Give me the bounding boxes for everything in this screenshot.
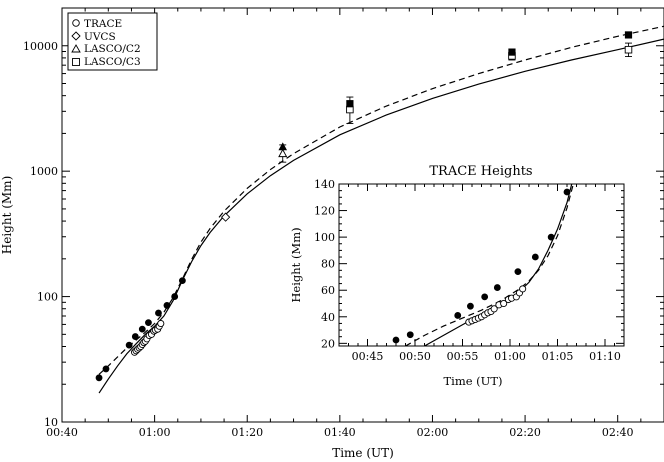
inset-y-tick-label: 40 <box>321 311 335 324</box>
main-filled-circle-point <box>102 365 110 373</box>
legend-box <box>67 12 158 71</box>
inset-y-tick-label: 80 <box>321 258 335 271</box>
main-open-square-point <box>624 45 633 54</box>
inset-filled-circle-point <box>563 188 571 196</box>
main-x-tick-label: 02:20 <box>509 426 541 439</box>
legend-diamond-marker <box>71 31 81 41</box>
inset-title: TRACE Heights <box>429 164 532 179</box>
main-y-tick-label: 10000 <box>23 40 58 53</box>
main-x-axis-label: Time (UT) <box>332 446 394 460</box>
inset-axis-ticks: 00:45 00:50 00:55 01:00 01:05 01:10 20 40 60 80 10… <box>314 178 624 363</box>
main-filled-circle-point <box>95 374 103 382</box>
inset-x-tick-label: 00:50 <box>399 350 431 363</box>
inset-filled-circle-point <box>467 302 474 310</box>
inset-filled-circle-point <box>454 312 462 319</box>
main-filled-circle-point <box>155 309 162 317</box>
legend-triangle-marker <box>71 44 81 53</box>
main-plot: 00:40 01:00 01:20 01:40 02:00 02:20 02:40 10 100… <box>0 7 664 460</box>
main-filled-circle-point <box>125 341 133 349</box>
inset-fit-curve-dashed <box>405 184 574 346</box>
inset-x-tick-label: 00:55 <box>447 350 479 363</box>
legend-item-lasco-c2: LASCO/C2 <box>71 43 141 55</box>
inset-open-circle-point <box>519 285 527 293</box>
legend-label-trace: TRACE <box>84 18 122 30</box>
main-y-axis-label: Height (Mm) <box>0 176 14 254</box>
inset-plot: 00:45 00:50 00:55 01:00 01:05 01:10 20 40 60 80 10… <box>289 164 656 388</box>
legend-circle-marker <box>72 19 80 27</box>
main-fit-curves <box>98 25 664 394</box>
main-filled-circle-point <box>178 277 186 285</box>
main-fit-curve-dashed <box>98 25 664 375</box>
legend-item-lasco-c3: LASCO/C3 <box>72 56 141 68</box>
inset-y-tick-label: 120 <box>314 205 335 218</box>
main-filled-circle-point <box>163 302 171 309</box>
inset-data-points <box>392 188 571 344</box>
main-data-points <box>95 31 633 382</box>
inset-background <box>306 182 656 362</box>
inset-x-tick-label: 01:10 <box>589 350 621 363</box>
inset-filled-circle-point <box>514 268 522 276</box>
main-x-tick-label: 01:20 <box>231 426 263 439</box>
legend-label-lasco-c3: LASCO/C3 <box>84 56 141 68</box>
inset-y-tick-label: 140 <box>314 178 335 191</box>
main-y-tick-label: 10 <box>44 416 58 429</box>
main-filled-square-point <box>346 100 354 108</box>
inset-filled-circle-point <box>493 284 501 291</box>
main-x-tick-label: 00:40 <box>46 426 78 439</box>
inset-y-axis-label: Height (Mm) <box>289 227 303 302</box>
inset-y-tick-label: 60 <box>321 284 335 297</box>
legend-item-uvcs: UVCS <box>71 31 116 43</box>
inset-filled-circle-point <box>481 293 489 301</box>
legend-label-uvcs: UVCS <box>84 31 116 43</box>
main-axis-ticks: 00:40 01:00 01:20 01:40 02:00 02:20 02:40 10 100… <box>23 7 664 439</box>
main-filled-square-point <box>508 48 516 56</box>
legend-label-lasco-c2: LASCO/C2 <box>84 43 141 55</box>
main-x-tick-label: 02:00 <box>417 426 449 439</box>
inset-open-circle-point <box>500 299 508 308</box>
main-x-tick-label: 01:40 <box>324 426 356 439</box>
inset-filled-circle-point <box>406 331 414 339</box>
main-y-tick-label: 1000 <box>30 165 58 178</box>
main-filled-circle-point <box>131 333 139 340</box>
inset-x-tick-label: 01:00 <box>494 350 526 363</box>
inset-x-tick-label: 01:05 <box>542 350 574 363</box>
main-fit-curve-solid <box>98 38 664 394</box>
legend-item-trace: TRACE <box>72 18 122 30</box>
main-x-tick-label: 01:00 <box>139 426 171 439</box>
main-y-tick-label: 100 <box>37 291 58 304</box>
main-filled-circle-point <box>145 319 152 327</box>
inset-y-tick-label: 20 <box>321 337 335 350</box>
main-open-circle-point <box>157 319 165 328</box>
main-open-triangle-point <box>278 148 288 158</box>
main-diamond-point <box>220 212 231 222</box>
inset-filled-circle-point <box>392 336 400 344</box>
main-filled-square-point <box>624 31 633 39</box>
legend: TRACE UVCS LASCO/C2 LASCO/C3 <box>67 12 158 71</box>
main-filled-circle-point <box>138 325 146 333</box>
main-filled-triangle-point <box>278 142 288 151</box>
legend-square-marker <box>72 58 80 66</box>
inset-open-circle-point <box>490 305 498 313</box>
main-filled-circle-point <box>171 293 179 300</box>
inset-y-tick-label: 100 <box>314 231 335 244</box>
main-x-tick-label: 02:40 <box>602 426 634 439</box>
inset-x-tick-label: 00:45 <box>352 350 384 363</box>
inset-filled-circle-point <box>547 233 555 241</box>
inset-x-axis-label: Time (UT) <box>443 374 502 388</box>
inset-filled-circle-point <box>531 253 539 261</box>
